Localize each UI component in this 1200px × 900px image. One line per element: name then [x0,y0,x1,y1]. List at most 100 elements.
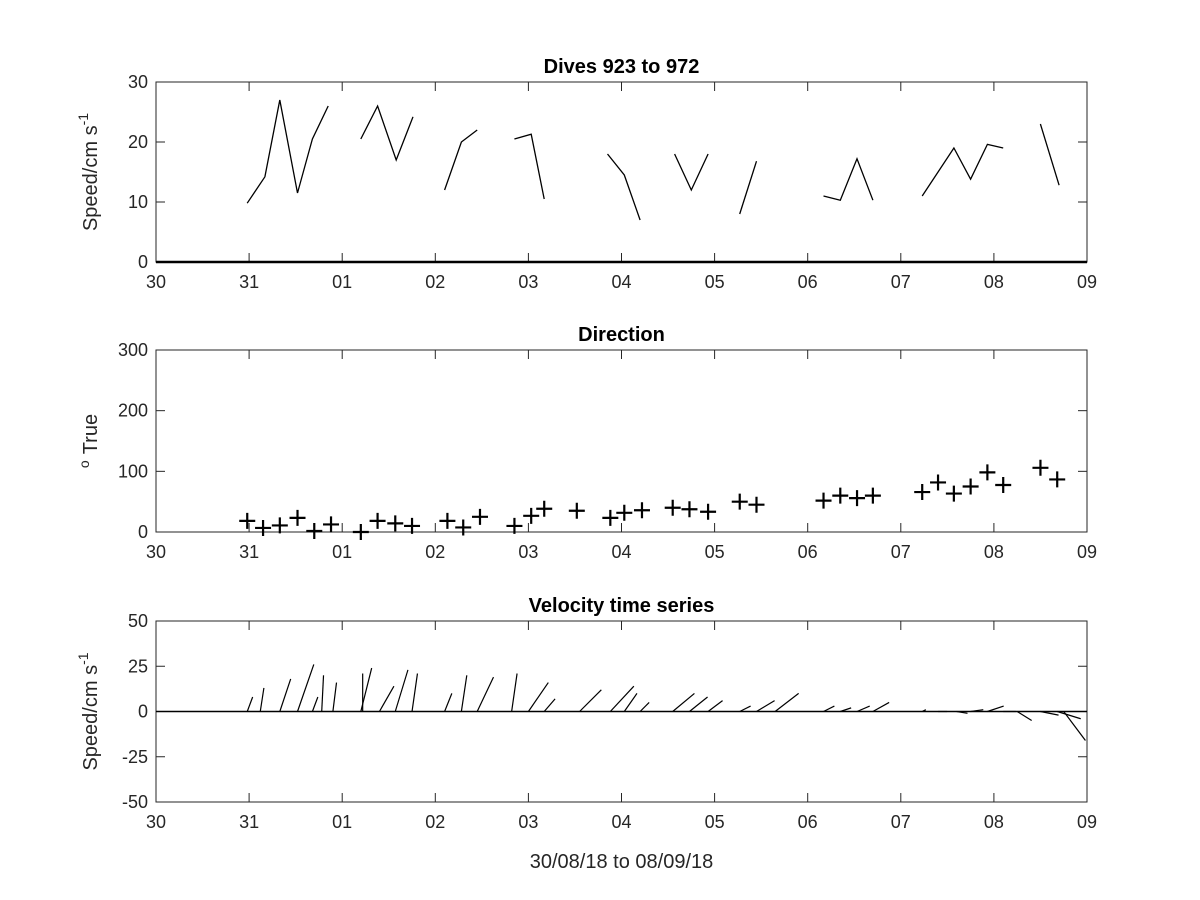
velocity-stick [444,693,453,712]
x-tick-label: 06 [798,272,818,292]
y-tick-label: 50 [128,611,148,631]
direction-panel: 30 31 01 02 03 04 05 06 07 08 09 0 100 200 300 Directio… [76,324,1097,562]
direction-point [352,524,369,540]
chart-title: Dives 923 to 972 [544,56,700,78]
direction-point [700,503,717,520]
velocity-stick [672,692,695,712]
chart-title: Velocity time series [529,595,715,617]
direction-point [832,487,849,504]
x-tick-label: 04 [611,542,631,562]
velocity-stick [1057,710,1081,720]
x-tick-label: 03 [518,272,538,292]
direction-point [306,522,323,539]
x-tick-label: 31 [239,812,259,832]
direction-point [962,478,979,495]
velocity-stick [311,696,319,712]
velocity-stick [1040,710,1059,716]
velocity-stick [689,696,708,712]
x-tick-label: 04 [611,812,631,832]
velocity-stick [279,678,292,712]
velocity-stick [527,682,549,712]
direction-point [664,499,681,516]
speed-series-line [674,153,709,192]
velocity-stick [970,709,984,713]
velocity-stick [332,682,338,712]
direction-point [731,493,748,510]
x-tick-label: 08 [984,272,1004,292]
velocity-stick [639,702,650,712]
direction-point [271,517,288,534]
velocity-stick [378,685,395,712]
velocity-stick [756,700,775,713]
velocity-stick [511,673,518,712]
direction-point [439,512,456,529]
x-tick-label: 01 [332,542,352,562]
direction-point [255,519,272,536]
x-tick-label: 01 [332,812,352,832]
speed-series-line [823,157,874,201]
velocity-stick [476,676,495,712]
velocity-stick [411,673,419,712]
speed-series-line [360,104,414,162]
direction-point [1049,471,1066,488]
direction-point [369,512,386,529]
velocity-stick [609,685,635,712]
direction-point [239,512,256,529]
direction-point [945,485,962,502]
chart-title: Direction [578,324,665,346]
y-tick-label: 0 [138,702,148,722]
x-tick-label: 08 [984,812,1004,832]
y-axis-label-text: True [80,414,102,454]
velocity-stick [987,705,1004,713]
direction-point [815,492,832,509]
velocity-stick [707,700,723,712]
direction-point [387,515,404,532]
y-axis-label: o True [76,414,102,468]
speed-series-line [1039,123,1060,186]
velocity-stick [394,669,409,712]
y-axis-label: Speed/cm s-1 [75,113,102,231]
y-axis-label-superscript: -1 [75,652,91,665]
direction-point [849,490,866,507]
x-tick-label: 02 [425,812,445,832]
speed-series-line [246,99,329,204]
velocity-stick [321,675,325,712]
axes-frame [155,349,1088,533]
x-tick-label: 09 [1077,272,1097,292]
x-tick-label: 30 [146,272,166,292]
velocity-stick [543,698,556,712]
y-tick-label: 300 [118,340,148,360]
velocity-stick [840,707,852,713]
y-axis-label-text: Speed/cm s [80,665,102,771]
velocity-stick [623,693,638,712]
direction-point [404,517,421,534]
x-axis-label: 30/08/18 to 08/09/18 [530,851,714,873]
y-tick-label: 0 [138,522,148,542]
direction-point [616,504,633,521]
y-tick-label: 100 [118,461,148,481]
y-axis-label-text: Speed/cm s [80,125,102,231]
direction-point [289,509,306,526]
direction-point [864,487,881,504]
y-axis-label-superscript: o [76,460,92,468]
direction-point [568,502,585,519]
y-axis-label: Speed/cm s-1 [75,652,102,770]
speed-panel: 30 31 01 02 03 04 05 06 07 08 09 0 10 20 30 Dives 923 t… [75,56,1097,292]
velocity-stick [956,710,968,714]
velocity-stick [872,701,890,713]
velocity-panel: 30 31 01 02 03 04 05 06 07 08 09 -50 -25 0 25 50 Velocit… [75,595,1097,873]
x-tick-label: 06 [798,812,818,832]
y-axis-label-superscript: -1 [75,113,91,126]
direction-point [506,517,523,534]
velocity-stick [259,687,265,712]
direction-point [979,464,996,481]
x-tick-label: 05 [705,272,725,292]
velocity-stick [460,675,468,712]
direction-point [536,500,553,517]
x-tick-label: 03 [518,812,538,832]
direction-point [471,508,488,525]
x-tick-label: 30 [146,812,166,832]
speed-series-line [606,153,641,221]
direction-point [681,501,698,518]
direction-point [602,509,619,526]
